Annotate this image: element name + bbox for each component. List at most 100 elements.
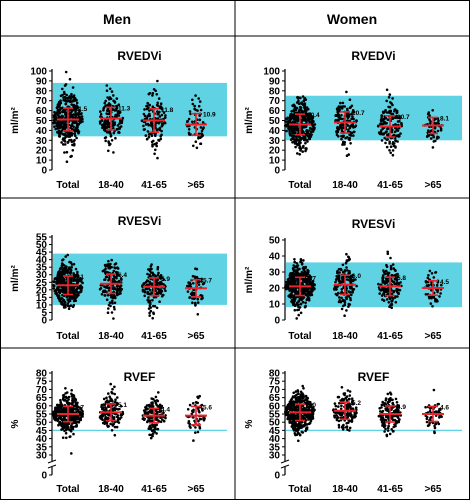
data-point: [431, 109, 435, 112]
data-point: [187, 117, 191, 121]
data-point: [290, 299, 294, 302]
data-point: [349, 296, 352, 300]
data-point: [339, 124, 343, 127]
data-point: [302, 387, 305, 390]
data-point: [196, 313, 200, 316]
data-point: [61, 87, 64, 91]
data-point: [388, 93, 392, 96]
data-point: [426, 276, 430, 280]
data-point: [299, 106, 303, 109]
data-point: [148, 91, 152, 95]
data-point: [103, 263, 107, 267]
y-tick-label: 80: [269, 86, 281, 97]
data-point: [53, 125, 56, 128]
data-point: [114, 136, 117, 140]
data-point: [78, 108, 81, 112]
data-point: [337, 105, 341, 108]
data-point: [341, 142, 345, 146]
data-point: [349, 142, 352, 145]
data-point: [57, 296, 60, 299]
data-point: [300, 102, 304, 105]
data-point: [292, 296, 295, 300]
data-point: [102, 408, 106, 412]
data-point: [284, 120, 287, 123]
data-point: [340, 117, 344, 121]
data-point: [115, 106, 119, 110]
data-point: [60, 418, 64, 422]
data-point: [60, 296, 63, 300]
data-point: [98, 120, 102, 123]
data-point: [348, 98, 352, 101]
data-point: [65, 123, 68, 126]
data-point: [150, 263, 153, 266]
data-point: [433, 117, 436, 121]
data-point: [157, 97, 161, 100]
data-point: [295, 264, 298, 268]
data-point: [155, 144, 158, 148]
data-point: [146, 101, 149, 105]
data-point: [348, 126, 352, 130]
data-point: [71, 128, 74, 131]
data-point: [56, 108, 60, 112]
data-point: [103, 101, 106, 105]
data-point: [80, 285, 83, 289]
data-point: [107, 104, 110, 108]
data-point: [76, 275, 80, 279]
data-point: [56, 126, 59, 130]
data-point: [155, 306, 159, 310]
data-point: [69, 132, 72, 136]
data-point: [395, 110, 399, 114]
data-point: [392, 415, 395, 418]
data-point: [196, 430, 200, 434]
x-tick-label: 41-65: [141, 331, 167, 342]
data-point: [337, 405, 340, 408]
y-tick-label: 20: [36, 146, 48, 157]
data-point: [109, 422, 112, 426]
data-point: [340, 137, 343, 141]
data-point: [99, 110, 102, 113]
data-point: [161, 276, 164, 279]
data-point: [101, 414, 105, 417]
data-point: [107, 278, 110, 282]
data-point: [385, 265, 389, 269]
data-point: [158, 300, 161, 304]
data-point: [64, 132, 67, 135]
data-point: [143, 282, 146, 285]
data-point: [104, 270, 108, 274]
data-point: [74, 110, 77, 114]
data-point: [303, 97, 306, 101]
data-point: [292, 264, 296, 267]
data-point: [385, 407, 389, 410]
data-point: [59, 415, 62, 419]
data-point: [70, 103, 73, 106]
data-point: [199, 293, 203, 297]
data-point: [55, 106, 59, 109]
data-point: [77, 420, 81, 424]
data-point: [346, 269, 349, 272]
data-point: [347, 305, 350, 308]
data-point: [337, 268, 341, 271]
data-point: [388, 149, 391, 152]
data-point: [160, 295, 164, 298]
data-point: [157, 419, 160, 422]
data-point: [398, 115, 401, 118]
data-point: [337, 279, 341, 283]
x-tick-label: Total: [56, 484, 79, 495]
data-point: [352, 288, 356, 291]
data-point: [379, 283, 383, 287]
data-point: [70, 389, 73, 392]
y-axis-label: ml/m²: [244, 106, 255, 133]
data-point: [293, 298, 296, 302]
data-point: [116, 124, 120, 127]
data-point: [427, 274, 430, 277]
data-point: [187, 131, 191, 135]
data-point: [385, 99, 389, 103]
data-point: [72, 103, 76, 107]
data-point: [70, 392, 73, 396]
data-point: [116, 274, 119, 277]
data-point: [53, 117, 57, 120]
panel-women-rvef: 03035404550556065707580%RVEF5.0Total5.21…: [244, 369, 462, 495]
data-point: [286, 278, 290, 282]
y-tick-label: 30: [269, 268, 281, 279]
data-point: [348, 394, 352, 397]
